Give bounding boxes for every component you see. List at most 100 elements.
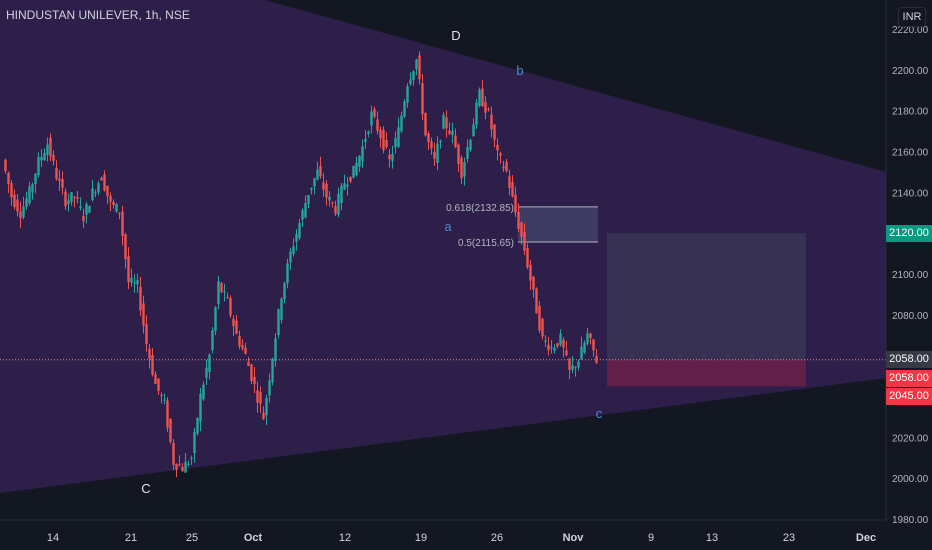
candle-body <box>226 297 229 299</box>
candle-body <box>505 162 508 172</box>
x-tick-label: Nov <box>563 532 585 544</box>
candle-body <box>493 124 496 140</box>
candle-body <box>481 88 484 107</box>
candle-body <box>454 135 457 147</box>
candle-body <box>292 246 295 255</box>
x-tick-label: Dec <box>856 532 876 544</box>
candle-body <box>31 184 34 192</box>
fib-label: 0.5(2115.65) <box>458 238 514 249</box>
candle-body <box>430 141 433 149</box>
candle-body <box>151 355 154 375</box>
candle-body <box>34 173 37 184</box>
candle-body <box>361 146 364 162</box>
candle-body <box>373 109 376 117</box>
candle-body <box>463 161 466 177</box>
candle-body <box>511 182 514 197</box>
candle-body <box>580 346 583 360</box>
candle-body <box>391 154 394 161</box>
wave-label-C: C <box>141 481 150 496</box>
symbol-title[interactable]: HINDUSTAN UNILEVER, 1h, NSE <box>6 8 190 22</box>
candle-body <box>55 168 58 180</box>
y-tick-label: 2220.00 <box>892 25 929 36</box>
candle-body <box>157 378 160 391</box>
candle-body <box>367 131 370 135</box>
candle-body <box>451 130 454 136</box>
candle-body <box>448 130 451 134</box>
candle-body <box>118 212 121 214</box>
candle-body <box>181 467 184 472</box>
candle-body <box>370 111 373 126</box>
candle-body <box>49 137 52 157</box>
candle-body <box>436 143 439 163</box>
candle-body <box>139 286 142 311</box>
candle-body <box>334 206 337 214</box>
candle-body <box>496 144 499 151</box>
candle-body <box>172 442 175 465</box>
candle-body <box>586 333 589 344</box>
y-tick-label: 2140.00 <box>892 188 929 199</box>
candle-body <box>337 193 340 215</box>
candle-body <box>163 399 166 401</box>
candle-body <box>10 183 13 198</box>
candle-body <box>115 203 118 212</box>
candle-body <box>127 256 130 283</box>
candle-body <box>442 114 445 129</box>
candle-body <box>379 129 382 139</box>
candle-body <box>583 342 586 353</box>
candle-body <box>523 232 526 251</box>
candle-body <box>439 140 442 143</box>
candle-body <box>217 281 220 305</box>
candle-body <box>415 59 418 70</box>
candle-body <box>592 339 595 351</box>
candle-body <box>7 172 10 185</box>
candle-body <box>271 358 274 383</box>
candle-body <box>487 108 490 110</box>
candle-body <box>277 309 280 335</box>
candle-body <box>106 185 109 197</box>
candle-body <box>409 79 412 85</box>
candle-body <box>4 159 7 172</box>
candle-body <box>358 155 361 167</box>
candle-body <box>124 234 127 260</box>
fib-zone <box>518 206 598 243</box>
candle-body <box>499 153 502 156</box>
candle-body <box>211 330 214 351</box>
candle-body <box>526 248 529 268</box>
candle-body <box>250 364 253 381</box>
candle-body <box>166 400 169 428</box>
candle-body <box>535 288 538 314</box>
candle-body <box>595 356 598 363</box>
candle-body <box>397 127 400 147</box>
candle-body <box>73 196 76 198</box>
candle-body <box>550 346 553 348</box>
candle-body <box>289 251 292 263</box>
candle-body <box>112 201 115 205</box>
candle-body <box>160 394 163 396</box>
candle-body <box>175 463 178 470</box>
candle-body <box>64 191 67 207</box>
candle-body <box>304 203 307 218</box>
candle-body <box>130 277 133 283</box>
candle-body <box>121 211 124 237</box>
candle-body <box>229 297 232 316</box>
candle-body <box>313 178 316 187</box>
candle-body <box>91 188 94 201</box>
candle-body <box>94 192 97 194</box>
candle-body <box>364 138 367 142</box>
candle-body <box>556 343 559 347</box>
candle-body <box>265 398 268 416</box>
x-tick-label: Oct <box>244 532 263 544</box>
x-tick-label: 19 <box>415 532 427 544</box>
candle-body <box>16 199 19 212</box>
candle-body <box>280 298 283 320</box>
currency-button[interactable]: INR <box>898 7 926 27</box>
candle-body <box>322 182 325 190</box>
candle-body <box>100 177 103 181</box>
y-tick-label: 2020.00 <box>892 433 929 444</box>
candle-body <box>40 156 43 161</box>
candle-body <box>61 178 64 188</box>
y-tick-label: 1980.00 <box>892 515 929 526</box>
wave-label-D: D <box>451 28 460 43</box>
candle-body <box>208 354 211 373</box>
